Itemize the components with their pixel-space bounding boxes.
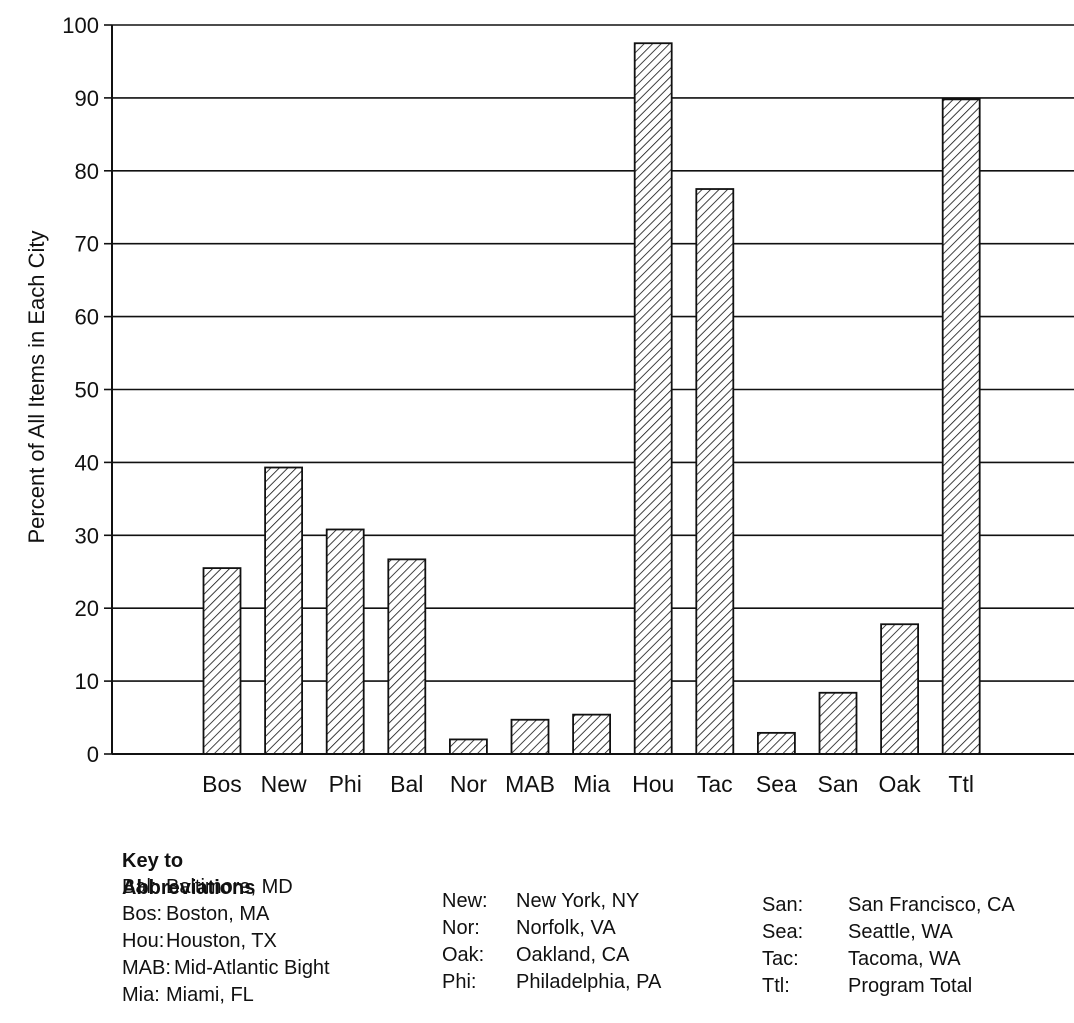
key-abbr: Oak: [442, 944, 485, 966]
key-abbr: MAB: [122, 957, 171, 979]
key-city: San Francisco, CA [848, 894, 1015, 916]
y-tick-label: 70 [75, 232, 99, 257]
key-abbr: Hou: [122, 930, 165, 952]
key-city: Norfolk, VA [516, 917, 616, 939]
key-column-1: Bal: Baltimore, MD Bos: Boston, MA Hou: Hou… [122, 874, 330, 1009]
x-tick-label: Hou [632, 771, 674, 797]
key-entry: Bos: Boston, MA [122, 901, 330, 928]
x-tick-label: Nor [450, 771, 487, 797]
key-abbr: Phi: [442, 971, 477, 993]
key-entry: San: San Francisco, CA [762, 892, 1015, 919]
bar-sea [757, 731, 796, 755]
bar-mab [510, 718, 550, 755]
key-city: Houston, TX [166, 930, 277, 952]
bar-chart: 0 10 20 30 40 50 60 70 80 90 100 Bos New Phi Bal Nor MAB… [24, 13, 1074, 797]
bar-new [264, 466, 304, 755]
key-entry: Hou: Houston, TX [122, 928, 330, 955]
key-abbr: Bal: [122, 876, 157, 898]
x-tick-label: Phi [329, 771, 362, 797]
key-entry: New: New York, NY [442, 888, 661, 915]
key-city: Oakland, CA [516, 944, 630, 966]
key-abbr: Bos: [122, 903, 163, 925]
key-entry: Ttl: Program Total [762, 973, 1015, 1000]
key-city: Philadelphia, PA [516, 971, 662, 993]
key-abbr: Nor: [442, 917, 480, 939]
key-entry: Mia: Miami, FL [122, 982, 330, 1009]
key-entry: Sea: Seattle, WA [762, 919, 1015, 946]
y-tick-label: 10 [75, 669, 99, 694]
key-title: Key to Abbreviations [122, 850, 256, 899]
x-tick-label: Sea [756, 771, 797, 797]
key-entry: Nor: Norfolk, VA [442, 915, 661, 942]
key-city: Boston, MA [166, 903, 270, 925]
bar-bos [202, 567, 242, 755]
key-entry: Phi: Philadelphia, PA [442, 969, 661, 996]
bar-phi [325, 528, 365, 755]
key-abbr: New: [442, 890, 488, 912]
key-abbr: Mia: [122, 984, 160, 1006]
y-tick-label: 50 [75, 378, 99, 403]
key-entry: Oak: Oakland, CA [442, 942, 661, 969]
key-abbr: Tac: [762, 948, 799, 970]
key-entry: Bal: Baltimore, MD [122, 874, 330, 901]
key-column-3: San: San Francisco, CA Sea: Seattle, WA Ta… [762, 892, 1015, 1000]
x-tick-label: MAB [505, 771, 555, 797]
x-tick-label: Bos [202, 771, 242, 797]
x-tick-label: Mia [573, 771, 610, 797]
x-tick-label: New [261, 771, 307, 797]
x-tick-label: Oak [879, 771, 922, 797]
y-tick-label: 20 [75, 596, 99, 621]
key-entry: Tac: Tacoma, WA [762, 946, 1015, 973]
x-tick-label: San [818, 771, 859, 797]
y-tick-label: 0 [87, 742, 99, 767]
key-city: Baltimore, MD [166, 876, 293, 898]
bar-hou [633, 42, 673, 755]
key-city: Tacoma, WA [848, 948, 961, 970]
y-tick-label: 80 [75, 159, 99, 184]
key-city: Mid-Atlantic Bight [174, 957, 330, 979]
key-entry: MAB: Mid-Atlantic Bight [122, 955, 330, 982]
key-abbr: Ttl: [762, 975, 790, 997]
key-city: Seattle, WA [848, 921, 953, 943]
y-tick-label: 30 [75, 523, 99, 548]
bar-tac [695, 188, 735, 755]
key-abbr: Sea: [762, 921, 804, 943]
key-city: Miami, FL [166, 984, 254, 1006]
y-axis-label: Percent of All Items in Each City [24, 230, 49, 543]
bar-san [818, 691, 858, 755]
bar-nor [448, 738, 488, 755]
bar-mia [572, 713, 611, 755]
bar-bal [387, 558, 427, 755]
key-column-2: New: New York, NY Nor: Norfolk, VA Oak: Oak… [442, 888, 661, 996]
y-tick-label: 40 [75, 450, 99, 475]
y-tick-label: 90 [75, 86, 99, 111]
key-city: Program Total [848, 975, 973, 997]
key-abbr: San: [762, 894, 804, 916]
x-tick-label: Bal [390, 771, 423, 797]
x-tick-label: Ttl [948, 771, 974, 797]
key-city: New York, NY [516, 890, 640, 912]
y-tick-label: 60 [75, 305, 99, 330]
bar-ttl [941, 98, 981, 755]
bar-oak [880, 623, 919, 755]
y-tick-label: 100 [62, 13, 99, 38]
x-tick-label: Tac [697, 771, 733, 797]
